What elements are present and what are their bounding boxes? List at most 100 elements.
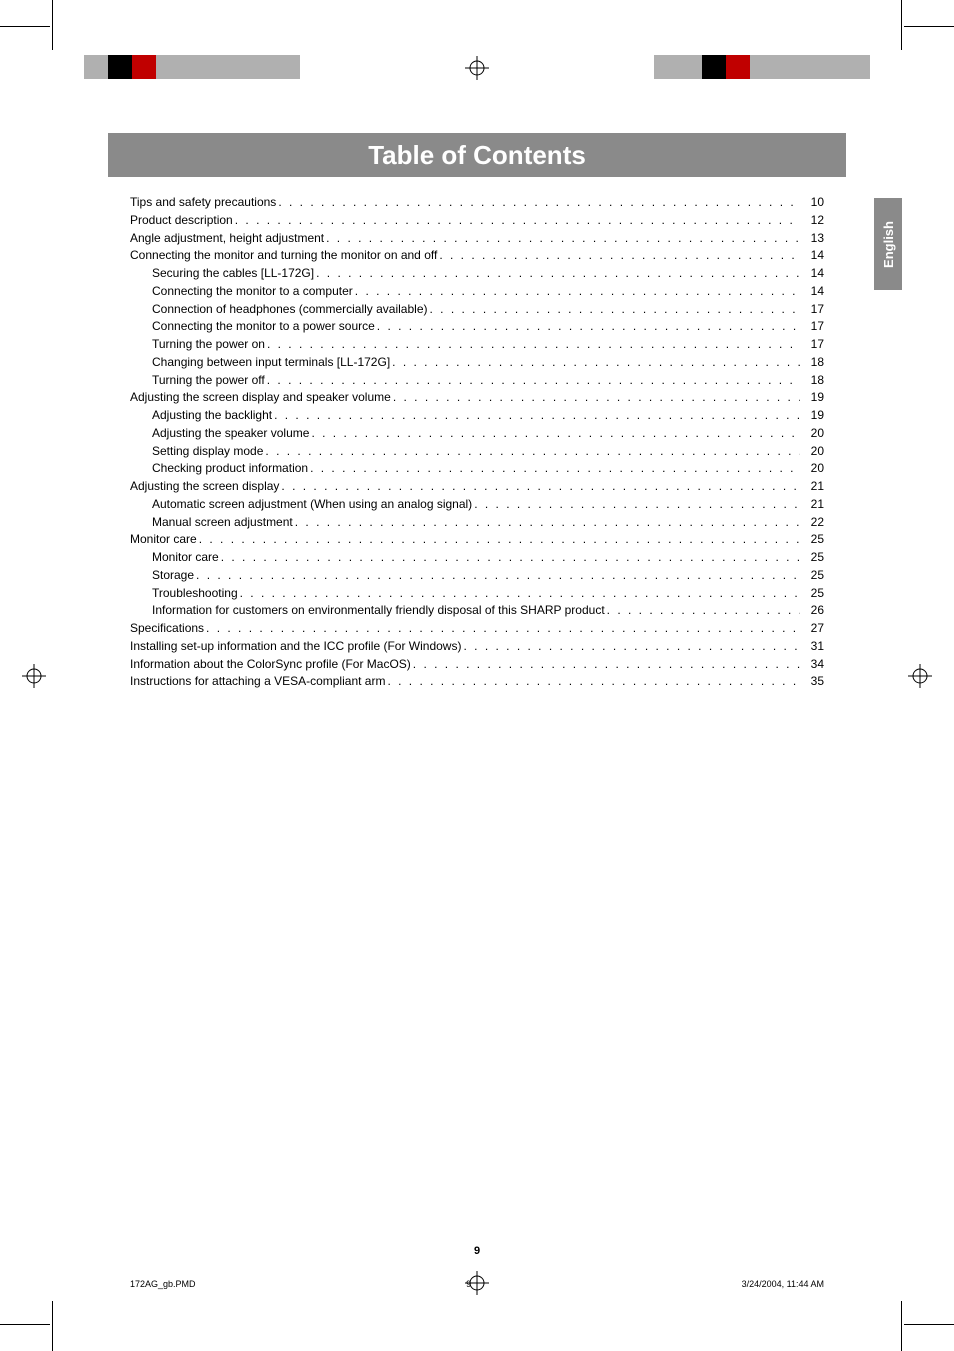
toc-entry-page: 31 — [802, 638, 824, 656]
toc-entry-label: Turning the power off — [152, 372, 265, 390]
toc-entry-page: 25 — [802, 585, 824, 603]
toc-entry-label: Securing the cables [LL-172G] — [152, 265, 314, 283]
registration-mark-right — [908, 664, 932, 688]
toc-entry-label: Adjusting the backlight — [152, 407, 272, 425]
toc-entry-label: Connecting the monitor and turning the m… — [130, 247, 437, 265]
toc-entry-label: Storage — [152, 567, 194, 585]
toc-entry: Setting display mode20 — [130, 443, 824, 461]
toc-entry-label: Adjusting the screen display and speaker… — [130, 389, 391, 407]
color-swatch — [156, 55, 180, 79]
toc-leader-dots — [267, 372, 800, 390]
color-swatch — [774, 55, 798, 79]
toc-entry: Turning the power on17 — [130, 336, 824, 354]
toc-leader-dots — [267, 336, 800, 354]
toc-entry-page: 14 — [802, 265, 824, 283]
color-swatch — [654, 55, 678, 79]
toc-entry-page: 25 — [802, 549, 824, 567]
registration-mark-top — [465, 56, 489, 80]
toc-entry-label: Checking product information — [152, 460, 308, 478]
language-tab: English — [874, 198, 902, 290]
toc-entry: Manual screen adjustment 22 — [130, 514, 824, 532]
toc-leader-dots — [387, 673, 800, 691]
toc-leader-dots — [392, 354, 800, 372]
toc-entry-page: 17 — [802, 318, 824, 336]
color-bar-right — [654, 55, 870, 79]
color-swatch — [204, 55, 228, 79]
toc-leader-dots — [221, 549, 800, 567]
toc-entry-label: Turning the power on — [152, 336, 265, 354]
language-tab-label: English — [881, 221, 896, 268]
toc-entry-label: Product description — [130, 212, 233, 230]
color-bar-left — [84, 55, 300, 79]
toc-entry: Automatic screen adjustment (When using … — [130, 496, 824, 514]
toc-leader-dots — [316, 265, 800, 283]
page-title-text: Table of Contents — [368, 140, 586, 170]
toc-entry-label: Adjusting the speaker volume — [152, 425, 309, 443]
crop-mark — [52, 0, 53, 50]
toc-entry-page: 17 — [802, 301, 824, 319]
toc-entry: Securing the cables [LL-172G] 14 — [130, 265, 824, 283]
toc-entry: Turning the power off 18 — [130, 372, 824, 390]
toc-leader-dots — [281, 478, 800, 496]
toc-leader-dots — [199, 531, 800, 549]
toc-entry-label: Troubleshooting — [152, 585, 238, 603]
toc-entry-label: Manual screen adjustment — [152, 514, 293, 532]
toc-entry-page: 12 — [802, 212, 824, 230]
toc-entry: Connecting the monitor to a power source… — [130, 318, 824, 336]
toc-entry: Tips and safety precautions10 — [130, 194, 824, 212]
toc-leader-dots — [235, 212, 800, 230]
toc-leader-dots — [310, 460, 800, 478]
toc-entry-label: Instructions for attaching a VESA-compli… — [130, 673, 385, 691]
toc-entry-label: Monitor care — [152, 549, 219, 567]
toc-entry-page: 21 — [802, 496, 824, 514]
color-swatch — [702, 55, 726, 79]
toc-entry-page: 19 — [802, 389, 824, 407]
toc-entry: Adjusting the screen display21 — [130, 478, 824, 496]
crop-mark — [904, 1324, 954, 1325]
toc-entry: Monitor care 25 — [130, 549, 824, 567]
toc-entry-label: Specifications — [130, 620, 204, 638]
toc-entry: Monitor care 25 — [130, 531, 824, 549]
color-swatch — [252, 55, 276, 79]
toc-entry-page: 10 — [802, 194, 824, 212]
toc-entry-page: 19 — [802, 407, 824, 425]
toc-leader-dots — [326, 230, 800, 248]
toc-entry-page: 22 — [802, 514, 824, 532]
color-swatch — [750, 55, 774, 79]
toc-leader-dots — [607, 602, 800, 620]
toc-entry-label: Information about the ColorSync profile … — [130, 656, 411, 674]
toc-entry-label: Monitor care — [130, 531, 197, 549]
toc-entry: Angle adjustment, height adjustment 13 — [130, 230, 824, 248]
toc-entry: Checking product information 20 — [130, 460, 824, 478]
toc-entry-page: 18 — [802, 372, 824, 390]
toc-entry-page: 25 — [802, 531, 824, 549]
toc-entry: Information for customers on environment… — [130, 602, 824, 620]
toc-entry-label: Connecting the monitor to a power source — [152, 318, 375, 336]
toc-entry: Troubleshooting 25 — [130, 585, 824, 603]
color-swatch — [108, 55, 132, 79]
toc-entry-page: 20 — [802, 460, 824, 478]
toc-entry-label: Angle adjustment, height adjustment — [130, 230, 324, 248]
color-swatch — [726, 55, 750, 79]
toc-entry: Connecting the monitor to a computer14 — [130, 283, 824, 301]
toc-entry-page: 20 — [802, 425, 824, 443]
toc-entry-label: Connecting the monitor to a computer — [152, 283, 353, 301]
color-swatch — [276, 55, 300, 79]
color-swatch — [822, 55, 846, 79]
table-of-contents: Tips and safety precautions10Product des… — [130, 194, 824, 691]
page-number: 9 — [0, 1245, 954, 1257]
toc-entry: Product description 12 — [130, 212, 824, 230]
crop-mark — [904, 26, 954, 27]
toc-entry: Information about the ColorSync profile … — [130, 656, 824, 674]
toc-entry-label: Automatic screen adjustment (When using … — [152, 496, 472, 514]
toc-entry: Installing set-up information and the IC… — [130, 638, 824, 656]
toc-leader-dots — [429, 301, 800, 319]
color-swatch — [798, 55, 822, 79]
footer-meta: 172AG_gb.PMD 9 3/24/2004, 11:44 AM — [130, 1279, 824, 1289]
toc-entry: Adjusting the backlight 19 — [130, 407, 824, 425]
toc-entry-page: 26 — [802, 602, 824, 620]
toc-entry: Instructions for attaching a VESA-compli… — [130, 673, 824, 691]
toc-entry-page: 13 — [802, 230, 824, 248]
toc-entry-page: 25 — [802, 567, 824, 585]
crop-mark — [52, 1301, 53, 1351]
